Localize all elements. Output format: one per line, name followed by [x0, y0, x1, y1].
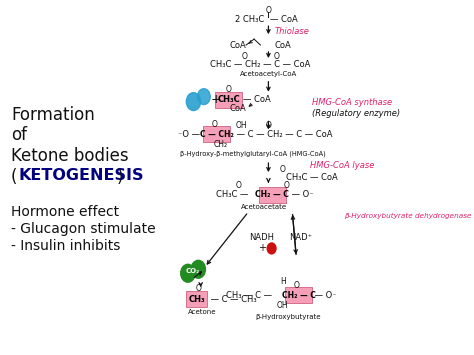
FancyBboxPatch shape [203, 126, 230, 142]
Text: O: O [211, 120, 217, 129]
Circle shape [181, 264, 195, 282]
Text: — C — CH₃: — C — CH₃ [208, 295, 256, 304]
Text: O: O [273, 53, 279, 61]
Text: O: O [284, 181, 290, 190]
Text: O: O [280, 165, 286, 174]
Text: Hormone effect: Hormone effect [11, 205, 119, 219]
Text: CoA: CoA [229, 40, 246, 50]
Text: CH₂ — C: CH₂ — C [255, 190, 289, 200]
Text: β-Hydroxybutyrate: β-Hydroxybutyrate [255, 314, 321, 320]
Text: C — CH₂: C — CH₂ [200, 130, 234, 139]
Text: NAD⁺: NAD⁺ [289, 233, 312, 242]
Text: 2 CH₃C: 2 CH₃C [235, 15, 264, 24]
Text: — O⁻: — O⁻ [289, 190, 314, 200]
Text: O: O [242, 53, 247, 61]
Circle shape [191, 260, 205, 278]
Text: O: O [195, 284, 201, 293]
Text: O: O [265, 6, 271, 15]
Text: CH₃C — CH₂ — C — CoA: CH₃C — CH₂ — C — CoA [210, 60, 310, 69]
Text: HMG-CoA synthase: HMG-CoA synthase [312, 98, 392, 107]
Text: CH₂: CH₂ [213, 140, 228, 149]
Text: — CoA: — CoA [243, 95, 271, 104]
Text: Acetone: Acetone [188, 309, 217, 315]
FancyBboxPatch shape [259, 187, 286, 203]
Text: - Insulin inhibits: - Insulin inhibits [11, 239, 120, 252]
Text: Formation: Formation [11, 105, 95, 124]
Text: +: + [210, 93, 221, 106]
Text: ): ) [116, 168, 123, 186]
Text: Acetoacetyl-CoA: Acetoacetyl-CoA [240, 71, 297, 77]
Text: OH: OH [236, 121, 247, 130]
Text: CoA: CoA [275, 40, 292, 50]
Text: β-Hydroxy-β-methylglutaryl-CoA (HMG-CoA): β-Hydroxy-β-methylglutaryl-CoA (HMG-CoA) [180, 151, 325, 157]
Text: CH₃ — C —: CH₃ — C — [227, 291, 273, 300]
Text: CO₂: CO₂ [185, 268, 200, 274]
Text: CH₂ — C: CH₂ — C [282, 291, 316, 300]
FancyBboxPatch shape [186, 291, 207, 307]
Text: O: O [265, 121, 271, 130]
Text: OH: OH [277, 301, 289, 311]
Text: CH₃C —: CH₃C — [216, 190, 248, 200]
Text: +: + [258, 244, 266, 253]
FancyBboxPatch shape [285, 287, 312, 303]
Text: of: of [11, 126, 27, 144]
Text: — O⁻: — O⁻ [312, 291, 337, 300]
Circle shape [186, 93, 201, 110]
Text: CH₃: CH₃ [188, 295, 205, 304]
FancyBboxPatch shape [215, 92, 242, 108]
Text: ⁻O —: ⁻O — [178, 130, 202, 139]
Text: HMG-CoA lyase: HMG-CoA lyase [310, 160, 374, 170]
Text: NADH: NADH [249, 233, 274, 242]
Text: CH₃C: CH₃C [217, 95, 240, 104]
Text: O: O [293, 281, 299, 290]
Text: CH₃C — CoA: CH₃C — CoA [286, 173, 337, 181]
Text: H: H [280, 277, 286, 286]
Text: — C — CH₂ — C — CoA: — C — CH₂ — C — CoA [234, 130, 333, 139]
Text: β-Hydroxybutyrate dehydrogenase: β-Hydroxybutyrate dehydrogenase [344, 213, 472, 219]
Text: — CoA: — CoA [270, 15, 298, 24]
Text: CoA: CoA [229, 104, 246, 113]
Circle shape [267, 243, 276, 254]
Text: Acetoacetate: Acetoacetate [241, 204, 288, 210]
Text: Ketone bodies: Ketone bodies [11, 147, 128, 165]
Text: - Glucagon stimulate: - Glucagon stimulate [11, 222, 155, 236]
Text: (Regulatory enzyme): (Regulatory enzyme) [312, 109, 401, 118]
Text: O: O [226, 85, 231, 94]
Text: (: ( [11, 168, 18, 186]
Text: Thiolase: Thiolase [275, 27, 310, 36]
Circle shape [198, 89, 210, 105]
Text: O: O [235, 181, 241, 190]
Text: KETOGENESIS: KETOGENESIS [19, 168, 145, 183]
